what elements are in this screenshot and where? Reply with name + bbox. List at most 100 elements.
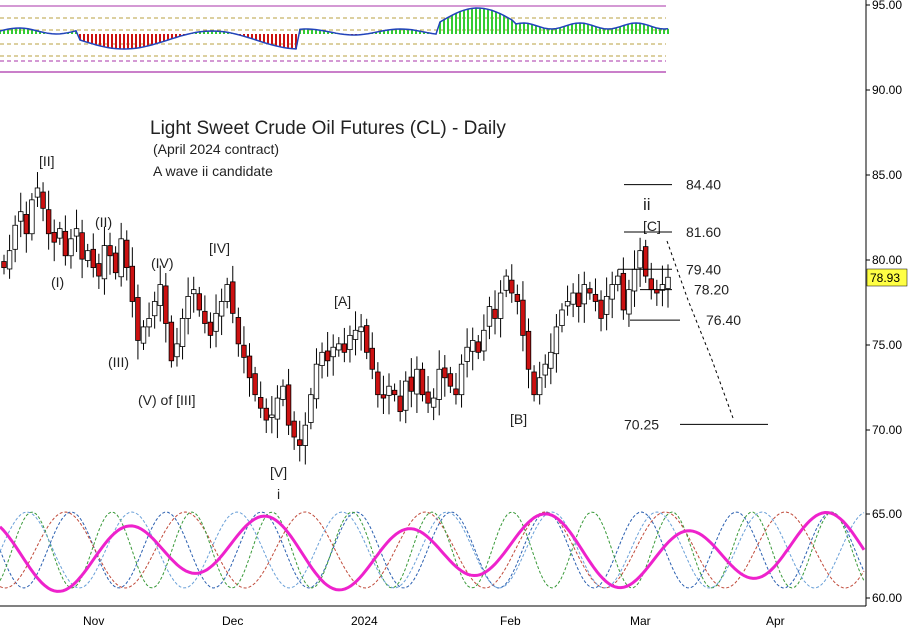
candle-body: [665, 276, 671, 290]
last-price-badge: [866, 268, 908, 287]
y-tick: 90.00: [872, 83, 902, 97]
candle-body: [280, 385, 286, 400]
candle-body: [403, 380, 409, 411]
candle-body: [648, 278, 654, 291]
candle-body: [347, 334, 353, 351]
last-price-label: 78.93: [870, 271, 900, 285]
x-tick: Nov: [83, 614, 104, 628]
candle-body: [637, 250, 643, 269]
candle-body: [609, 284, 615, 300]
candle-body: [520, 299, 526, 336]
candle-body: [297, 439, 303, 446]
x-tick: 2024: [351, 614, 378, 628]
cycle-line: [0, 511, 865, 589]
candle-body: [291, 420, 297, 438]
level-label: 76.40: [706, 312, 741, 328]
candle-body: [414, 368, 420, 395]
candle-body: [564, 301, 571, 307]
level-label: 81.60: [686, 224, 721, 240]
candle-body: [447, 373, 454, 387]
x-tick: Mar: [630, 614, 651, 628]
candle-body: [514, 293, 521, 302]
candle-body: [576, 292, 582, 307]
candle-body: [73, 228, 80, 237]
candle-body: [257, 396, 264, 409]
candle-body: [581, 284, 588, 305]
wave-label: (IV): [151, 255, 174, 271]
candle-body: [509, 279, 515, 294]
wave-label: (V) of [III]: [138, 392, 196, 408]
candle-body: [308, 394, 314, 423]
candle-body: [23, 214, 30, 235]
wave-label: [A]: [334, 293, 351, 309]
candle-body: [146, 318, 152, 328]
candle-body: [570, 292, 576, 305]
y-tick: 95.00: [872, 0, 902, 12]
candle-body: [57, 228, 63, 239]
candle-body: [464, 346, 470, 362]
x-tick: Feb: [500, 614, 521, 628]
chart-title: Light Sweet Crude Oil Futures (CL) - Dai…: [150, 118, 506, 139]
chart-subtitle: (April 2024 contract): [153, 141, 279, 157]
candle-body: [430, 397, 437, 408]
candle-body: [425, 391, 431, 404]
candle-body: [235, 317, 242, 345]
candle-body: [118, 238, 124, 278]
candle-body: [536, 377, 543, 396]
candle-body: [196, 293, 202, 311]
y-tick: 80.00: [872, 253, 902, 267]
candle-body: [18, 211, 24, 222]
y-tick: 85.00: [872, 168, 902, 182]
candle-body: [185, 296, 191, 319]
candle-body: [12, 224, 18, 250]
candle-body: [84, 250, 91, 261]
x-tick: Dec: [222, 614, 243, 628]
candle-body: [481, 329, 487, 352]
wave-label: [IV]: [209, 240, 230, 256]
indicator-line: [0, 7, 669, 50]
candle-body: [475, 341, 481, 353]
projection-line: [666, 240, 734, 419]
candle-body: [592, 293, 599, 302]
candle-body: [531, 371, 537, 396]
wave-label: [B]: [510, 411, 527, 427]
chart-annotation: A wave ii candidate: [153, 163, 273, 179]
candle-body: [386, 385, 392, 396]
y-tick-marks: [866, 4, 870, 599]
candle-body: [34, 187, 41, 198]
y-tick: 60.00: [872, 591, 902, 605]
candle-body: [40, 191, 46, 209]
candle-body: [470, 340, 476, 352]
levels: 84.40 81.60 79.40 78.20 76.40 70.25: [618, 177, 768, 432]
candle-body: [615, 275, 621, 285]
candle-body: [6, 250, 13, 270]
candle-body: [68, 238, 74, 257]
candle-body: [157, 284, 163, 306]
wave-label: [V]: [270, 464, 287, 480]
cycle-line: [0, 511, 865, 589]
wave-label: [II]: [39, 153, 55, 169]
candle-body: [419, 368, 426, 396]
candle-body: [436, 368, 442, 400]
candle-body: [442, 367, 448, 379]
candle-body: [352, 329, 359, 340]
candle-body: [62, 230, 69, 257]
cycle-main-line: [0, 510, 866, 593]
candle-body: [642, 246, 649, 277]
candle-body: [336, 343, 342, 351]
candle-body: [246, 355, 253, 379]
x-tick: Apr: [766, 614, 785, 628]
candle-body: [492, 308, 498, 319]
wave-label: ii: [643, 195, 651, 214]
candle-body: [654, 289, 660, 294]
candle-body: [302, 424, 309, 446]
candle-body: [101, 245, 108, 280]
candle-body: [191, 289, 197, 295]
candle-body: [603, 296, 610, 315]
candle-body: [124, 239, 130, 269]
candle-body: [542, 363, 548, 376]
candle-body: [285, 384, 292, 426]
candle-body: [319, 351, 325, 366]
candle-body: [90, 248, 96, 269]
